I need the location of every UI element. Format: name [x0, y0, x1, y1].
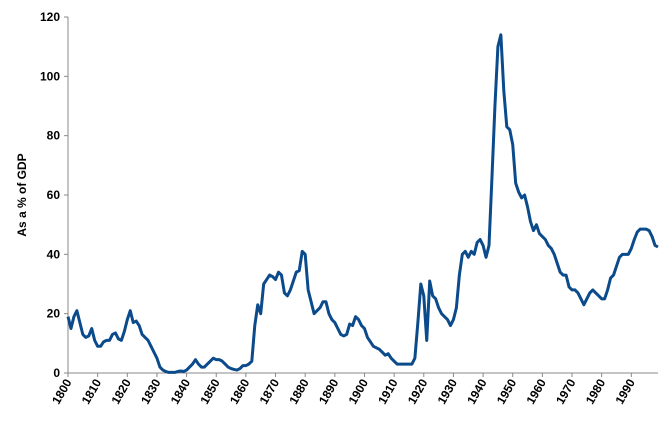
- x-tick-label: 1840: [168, 376, 194, 406]
- x-tick-label: 1860: [227, 376, 253, 406]
- x-tick-label: 1820: [108, 376, 134, 406]
- x-tick-label: 1910: [375, 376, 401, 406]
- x-tick-label: 1810: [79, 376, 105, 406]
- x-tick-label: 1880: [286, 376, 312, 406]
- line-series: [66, 33, 659, 374]
- y-axis-label: As a % of GDP: [15, 153, 29, 236]
- y-tick-label: 0: [53, 366, 60, 380]
- y-tick-label: 80: [47, 129, 61, 143]
- y-tick-label: 120: [40, 10, 60, 24]
- x-tick-label: 1890: [316, 376, 342, 406]
- y-tick-label: 100: [40, 69, 60, 83]
- y-tick-label: 60: [47, 188, 61, 202]
- x-tick-label: 1870: [257, 376, 283, 406]
- x-tick-label: 1980: [583, 376, 609, 406]
- x-tick-label: 1970: [553, 376, 579, 406]
- x-tick-label: 1900: [346, 376, 372, 406]
- x-tick-label: 1990: [612, 376, 638, 406]
- y-tick-label: 40: [47, 247, 61, 261]
- x-tick-label: 1940: [464, 376, 490, 406]
- x-tick-label: 1830: [138, 376, 164, 406]
- x-tick-label: 1850: [197, 376, 223, 406]
- x-tick-label: 1800: [49, 376, 75, 406]
- y-tick-label: 20: [47, 307, 61, 321]
- x-tick-label: 1930: [435, 376, 461, 406]
- x-tick-label: 1920: [405, 376, 431, 406]
- x-tick-label: 1950: [494, 376, 520, 406]
- x-tick-label: 1960: [523, 376, 549, 406]
